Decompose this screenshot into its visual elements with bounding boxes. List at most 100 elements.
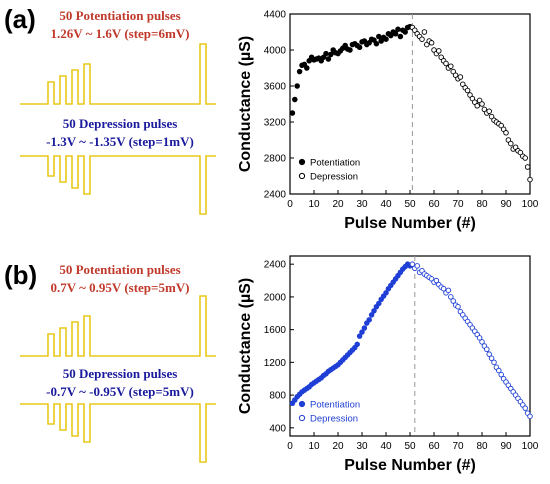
depression-point — [428, 40, 435, 46]
y-tick-label: 4000 — [264, 46, 287, 57]
dep-range-b: -0.7V ~ -0.95V (step=5mV) — [46, 384, 194, 399]
x-tick-label: 80 — [476, 199, 488, 210]
y-tick-label: 1600 — [264, 325, 287, 336]
y-tick-label: 2800 — [264, 154, 287, 165]
x-tick-label: 60 — [428, 199, 440, 210]
x-tick-label: 10 — [308, 441, 320, 452]
potentiation-point — [392, 31, 399, 37]
depression-point — [409, 261, 416, 267]
y-tick-label: 800 — [269, 391, 286, 402]
x-tick-label: 30 — [356, 199, 368, 210]
potentiation-point — [296, 68, 303, 75]
potentiation-point — [402, 29, 408, 35]
depression-point — [436, 48, 442, 54]
y-tick-label: 3600 — [264, 82, 287, 93]
depression-point — [527, 176, 533, 183]
potentiation-pulse-path — [20, 43, 216, 105]
potentiation-point — [383, 290, 389, 296]
legend-marker — [298, 172, 306, 180]
depression-point — [448, 63, 454, 69]
y-tick-label: 4400 — [264, 10, 287, 21]
panel-label-a: (a) — [4, 4, 36, 34]
depression-point — [445, 287, 452, 294]
depression-point — [522, 155, 528, 161]
depression-point — [433, 277, 440, 284]
depression-point — [522, 405, 528, 411]
x-axis-label: Pulse Number (#) — [344, 215, 476, 232]
depression-point — [457, 74, 464, 80]
potentiation-point — [368, 312, 375, 318]
potentiation-point — [304, 65, 310, 71]
legend-label: Depression — [310, 172, 358, 183]
panel-label-b: (b) — [4, 260, 38, 290]
potentiation-point — [361, 325, 368, 331]
x-tick-label: 80 — [476, 441, 488, 452]
depression-point — [479, 339, 485, 345]
depression-point — [486, 351, 492, 357]
pulse-diagram-a — [20, 43, 216, 215]
potentiation-point — [395, 26, 401, 33]
potentiation-point — [325, 56, 332, 62]
depression-point — [484, 346, 490, 353]
depression-point — [527, 413, 533, 420]
potentiation-point — [356, 44, 363, 51]
y-tick-label: 2400 — [264, 260, 287, 271]
depression-pulse-path — [20, 403, 216, 463]
pulse-train-a — [20, 43, 216, 215]
x-tick-label: 0 — [287, 199, 293, 210]
x-tick-label: 10 — [308, 199, 320, 210]
depression-point — [474, 103, 480, 109]
depression-point — [498, 371, 504, 378]
depression-point — [508, 140, 514, 147]
y-axis-label: Conductance (µS) — [237, 278, 254, 414]
potentiation-point — [292, 96, 298, 103]
potentiation-point — [383, 36, 389, 42]
potentiation-point — [376, 33, 382, 40]
depression-point — [479, 101, 485, 107]
legend-label: Depression — [310, 414, 358, 425]
depression-point — [464, 87, 471, 94]
y-axis-label: Conductance (µS) — [237, 36, 254, 172]
depression-point — [443, 60, 449, 67]
y-tick-label: 2000 — [264, 292, 287, 303]
legend-marker — [298, 158, 306, 166]
x-tick-label: 40 — [380, 441, 392, 452]
potentiation-point — [366, 317, 372, 323]
chart-b: 0 10 20 30 40 50 60 70 80 90 100 400 800 1200 1600 2000… — [237, 255, 539, 474]
y-tick-label: 1200 — [264, 358, 287, 369]
pulse-diagram-b — [20, 295, 216, 463]
chart-a: 0 10 20 30 40 50 60 70 80 90 100 2400 2800 3200 3600 40… — [237, 10, 539, 233]
depression-point — [488, 355, 495, 362]
pot-title-b: 50 Potentiation pulses — [59, 262, 181, 277]
x-tick-label: 100 — [522, 199, 539, 210]
potentiation-point — [397, 33, 404, 40]
depression-point — [491, 359, 497, 366]
depression-point — [503, 130, 509, 136]
pot-range-a: 1.26V ~ 1.6V (step=6mV) — [50, 26, 190, 41]
depression-point — [421, 29, 428, 35]
depression-point — [496, 367, 502, 374]
potentiation-point — [328, 51, 334, 58]
x-tick-label: 50 — [404, 441, 416, 452]
potentiation-point — [323, 50, 329, 57]
y-tick-label: 400 — [269, 423, 286, 434]
potentiation-point — [347, 47, 353, 53]
potentiation-point — [354, 341, 360, 348]
x-tick-label: 40 — [380, 199, 392, 210]
pot-range-b: 0.7V ~ 0.95V (step=5mV) — [50, 280, 190, 295]
potentiation-point — [371, 308, 377, 314]
depression-point — [476, 335, 483, 341]
legend-label: Potentiation — [310, 400, 360, 411]
x-tick-label: 20 — [332, 199, 344, 210]
dep-title-a: 50 Depression pulses — [62, 116, 178, 131]
potentiation-point — [356, 333, 363, 339]
potentiation-point — [376, 300, 382, 307]
legend-label: Potentiation — [310, 158, 360, 169]
depression-point — [440, 285, 447, 292]
x-tick-label: 90 — [500, 199, 512, 210]
x-tick-label: 70 — [452, 441, 464, 452]
legend-marker — [298, 400, 306, 408]
y-tick-label: 2400 — [264, 190, 287, 201]
depression-point — [448, 294, 454, 300]
